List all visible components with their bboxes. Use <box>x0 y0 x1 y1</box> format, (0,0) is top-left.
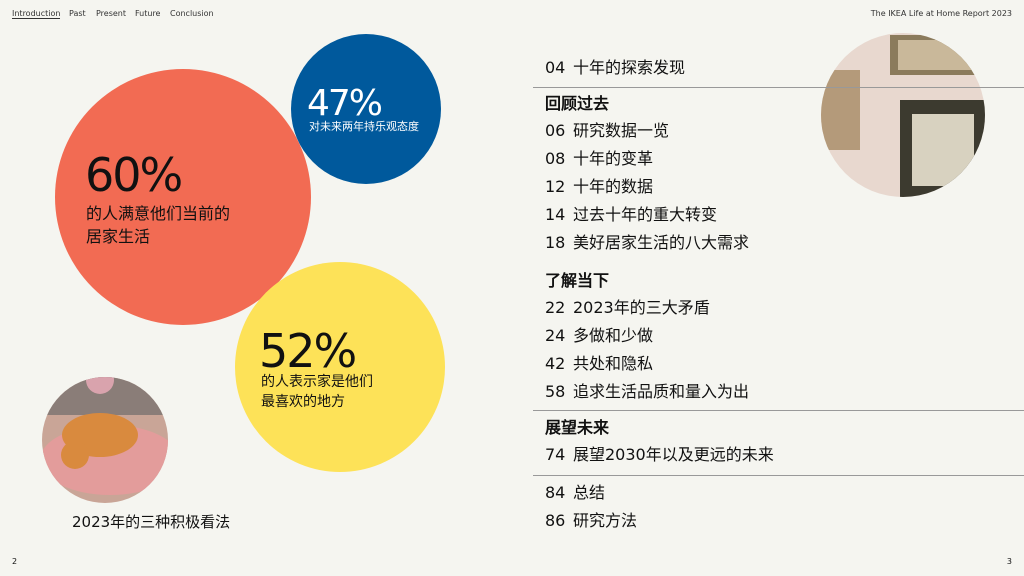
divider <box>533 87 1024 88</box>
toc-page[interactable]: 12 <box>545 177 566 196</box>
stat-circle <box>235 262 445 472</box>
graphics <box>42 34 445 503</box>
toc-title[interactable]: 美好居家生活的八大需求 <box>573 233 750 252</box>
stat-value: 60% <box>85 148 183 202</box>
nav-item[interactable]: Future <box>135 9 161 18</box>
toc-title[interactable]: 总结 <box>573 483 606 502</box>
toc-page[interactable]: 18 <box>545 233 566 252</box>
toc-page[interactable]: 14 <box>545 205 566 224</box>
page-number: 2 <box>12 557 18 566</box>
nav-item[interactable]: Conclusion <box>170 9 214 18</box>
toc-title[interactable]: 共处和隐私 <box>573 354 654 373</box>
toc-page[interactable]: 04 <box>545 58 566 77</box>
toc-title[interactable]: 追求生活品质和量入为出 <box>573 382 750 401</box>
caption: 2023年的三种积极看法 <box>72 513 231 531</box>
toc-title[interactable]: 十年的变革 <box>573 149 654 168</box>
stat-value: 47% <box>307 83 383 124</box>
divider <box>533 410 1024 411</box>
cat-photo <box>42 377 168 503</box>
stat-value: 52% <box>259 324 357 378</box>
toc-page[interactable]: 58 <box>545 382 566 401</box>
toc-heading: 展望未来 <box>545 418 610 437</box>
divider <box>533 475 1024 476</box>
toc-page[interactable]: 74 <box>545 445 566 464</box>
toc-page[interactable]: 06 <box>545 121 566 140</box>
page-number: 3 <box>1006 557 1012 566</box>
stat-text: 的人满意他们当前的 <box>86 204 231 223</box>
toc-heading: 了解当下 <box>545 271 610 290</box>
stat-text: 的人表示家是他们 <box>261 374 373 390</box>
toc-title[interactable]: 展望2030年以及更远的未来 <box>573 445 774 464</box>
nav-item[interactable]: Past <box>69 9 86 18</box>
toc-title[interactable]: 十年的数据 <box>573 177 654 196</box>
toc-title[interactable]: 2023年的三大矛盾 <box>573 298 710 317</box>
toc-page[interactable]: 08 <box>545 149 566 168</box>
toc-page[interactable]: 42 <box>545 354 566 373</box>
toc-title[interactable]: 过去十年的重大转变 <box>573 205 718 224</box>
toc-page[interactable]: 24 <box>545 326 566 345</box>
toc-page[interactable]: 84 <box>545 483 566 502</box>
stat-circle <box>291 34 441 184</box>
toc-title[interactable]: 研究数据一览 <box>573 121 670 140</box>
toc-title[interactable]: 研究方法 <box>573 511 638 530</box>
report-title: The IKEA Life at Home Report 2023 <box>870 9 1012 18</box>
frames-photo <box>821 33 985 197</box>
toc-title[interactable]: 多做和少做 <box>573 326 654 345</box>
stat-text: 居家生活 <box>86 227 151 246</box>
stat-text: 最喜欢的地方 <box>261 394 345 410</box>
toc-page[interactable]: 22 <box>545 298 566 317</box>
nav-item[interactable]: Present <box>96 9 127 18</box>
stat-circle <box>55 69 311 325</box>
toc-heading: 回顾过去 <box>545 94 610 113</box>
stat-text: 对未来两年持乐观态度 <box>309 120 419 133</box>
toc-page[interactable]: 86 <box>545 511 566 530</box>
nav-item[interactable]: Introduction <box>12 9 61 19</box>
toc-title[interactable]: 十年的探索发现 <box>573 58 686 77</box>
